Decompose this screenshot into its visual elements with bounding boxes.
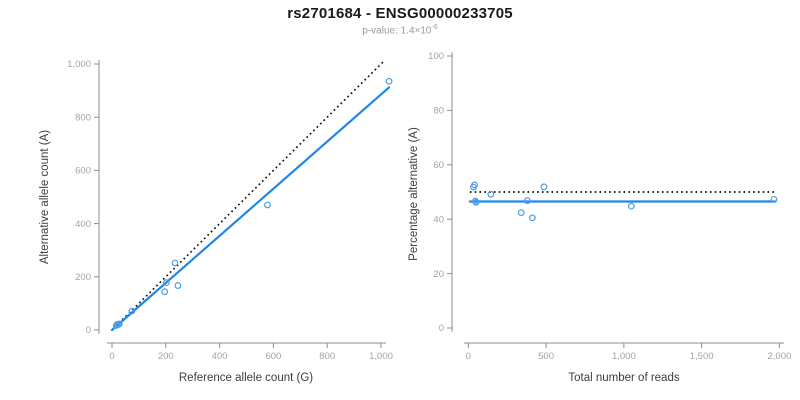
data-point: [540, 183, 548, 191]
data-point: [385, 77, 393, 85]
x-tick-label: 800: [319, 351, 335, 362]
data-point: [162, 279, 170, 287]
data-point: [472, 198, 480, 206]
y-tick-label: 600: [75, 166, 91, 177]
y-tick-label: 40: [433, 214, 444, 225]
x-tick-label: 0: [109, 351, 114, 362]
data-point: [528, 214, 536, 222]
data-point: [128, 307, 136, 315]
y-tick-label: 0: [439, 323, 444, 334]
x-tick-label: 600: [265, 351, 281, 362]
y-tick-label: 0: [86, 325, 91, 336]
expected-ratio-line: [111, 59, 386, 331]
y-tick-label: 80: [433, 106, 444, 117]
y-tick-label: 20: [433, 269, 444, 280]
percentage-alternative-panel: 0 20 40 60 80 100 0 500 1,000 1,500 2,000 Total num…: [408, 51, 791, 384]
data-point: [524, 197, 531, 205]
data-point: [517, 209, 525, 217]
y-axis-title: Percentage alternative (A): [408, 127, 420, 261]
x-tick-label: 500: [538, 351, 554, 362]
allele-counts-points: [112, 77, 393, 329]
data-point: [115, 320, 123, 328]
allele-counts-y-axis: 0 200 400 600 800 1,000: [67, 59, 100, 336]
x-tick-label: 200: [158, 351, 174, 362]
x-tick-label: 1,000: [612, 351, 636, 362]
p-value-text: p-value: 1.4×10: [362, 25, 432, 37]
x-axis-title: Total number of reads: [568, 372, 679, 384]
y-tick-label: 1,000: [67, 59, 91, 70]
page-title: rs2701684 - ENSG00000233705: [287, 5, 513, 22]
data-point: [174, 282, 182, 289]
x-axis-title: Reference allele count (G): [179, 372, 313, 384]
x-tick-label: 2,000: [768, 351, 792, 362]
fitted-ratio-line: [110, 86, 391, 332]
percentage-alternative-y-axis: 0 20 40 60 80 100: [428, 51, 453, 334]
y-tick-label: 400: [75, 219, 91, 230]
data-point: [471, 181, 478, 189]
p-value-exponent: -6: [431, 24, 438, 31]
y-tick-label: 60: [433, 160, 444, 171]
data-point: [487, 190, 495, 198]
x-tick-label: 0: [466, 351, 471, 362]
data-point: [627, 202, 635, 210]
percentage-alternative-points: [470, 181, 778, 222]
data-point: [161, 288, 169, 296]
y-tick-label: 200: [75, 272, 91, 283]
x-tick-label: 400: [212, 351, 228, 362]
plot-header: rs2701684 - ENSG00000233705 p-value: 1.4…: [0, 5, 800, 36]
allele-counts-panel: 0 200 400 600 800 1,000 0 200 400 600 800 1,000 Refe…: [39, 59, 393, 384]
y-tick-label: 100: [428, 51, 444, 62]
p-value-subtitle: p-value: 1.4×10-6: [0, 24, 800, 36]
percentage-alternative-x-axis: 0 500 1,000 1,500 2,000: [464, 342, 792, 362]
data-point: [171, 259, 179, 267]
y-tick-label: 800: [75, 112, 91, 123]
allele-counts-x-axis: 0 200 400 600 800 1,000: [107, 342, 393, 362]
x-tick-label: 1,000: [369, 351, 393, 362]
data-point: [770, 195, 778, 203]
x-tick-label: 1,500: [690, 351, 714, 362]
data-point: [264, 201, 271, 209]
y-axis-title: Alternative allele count (A): [39, 130, 51, 264]
